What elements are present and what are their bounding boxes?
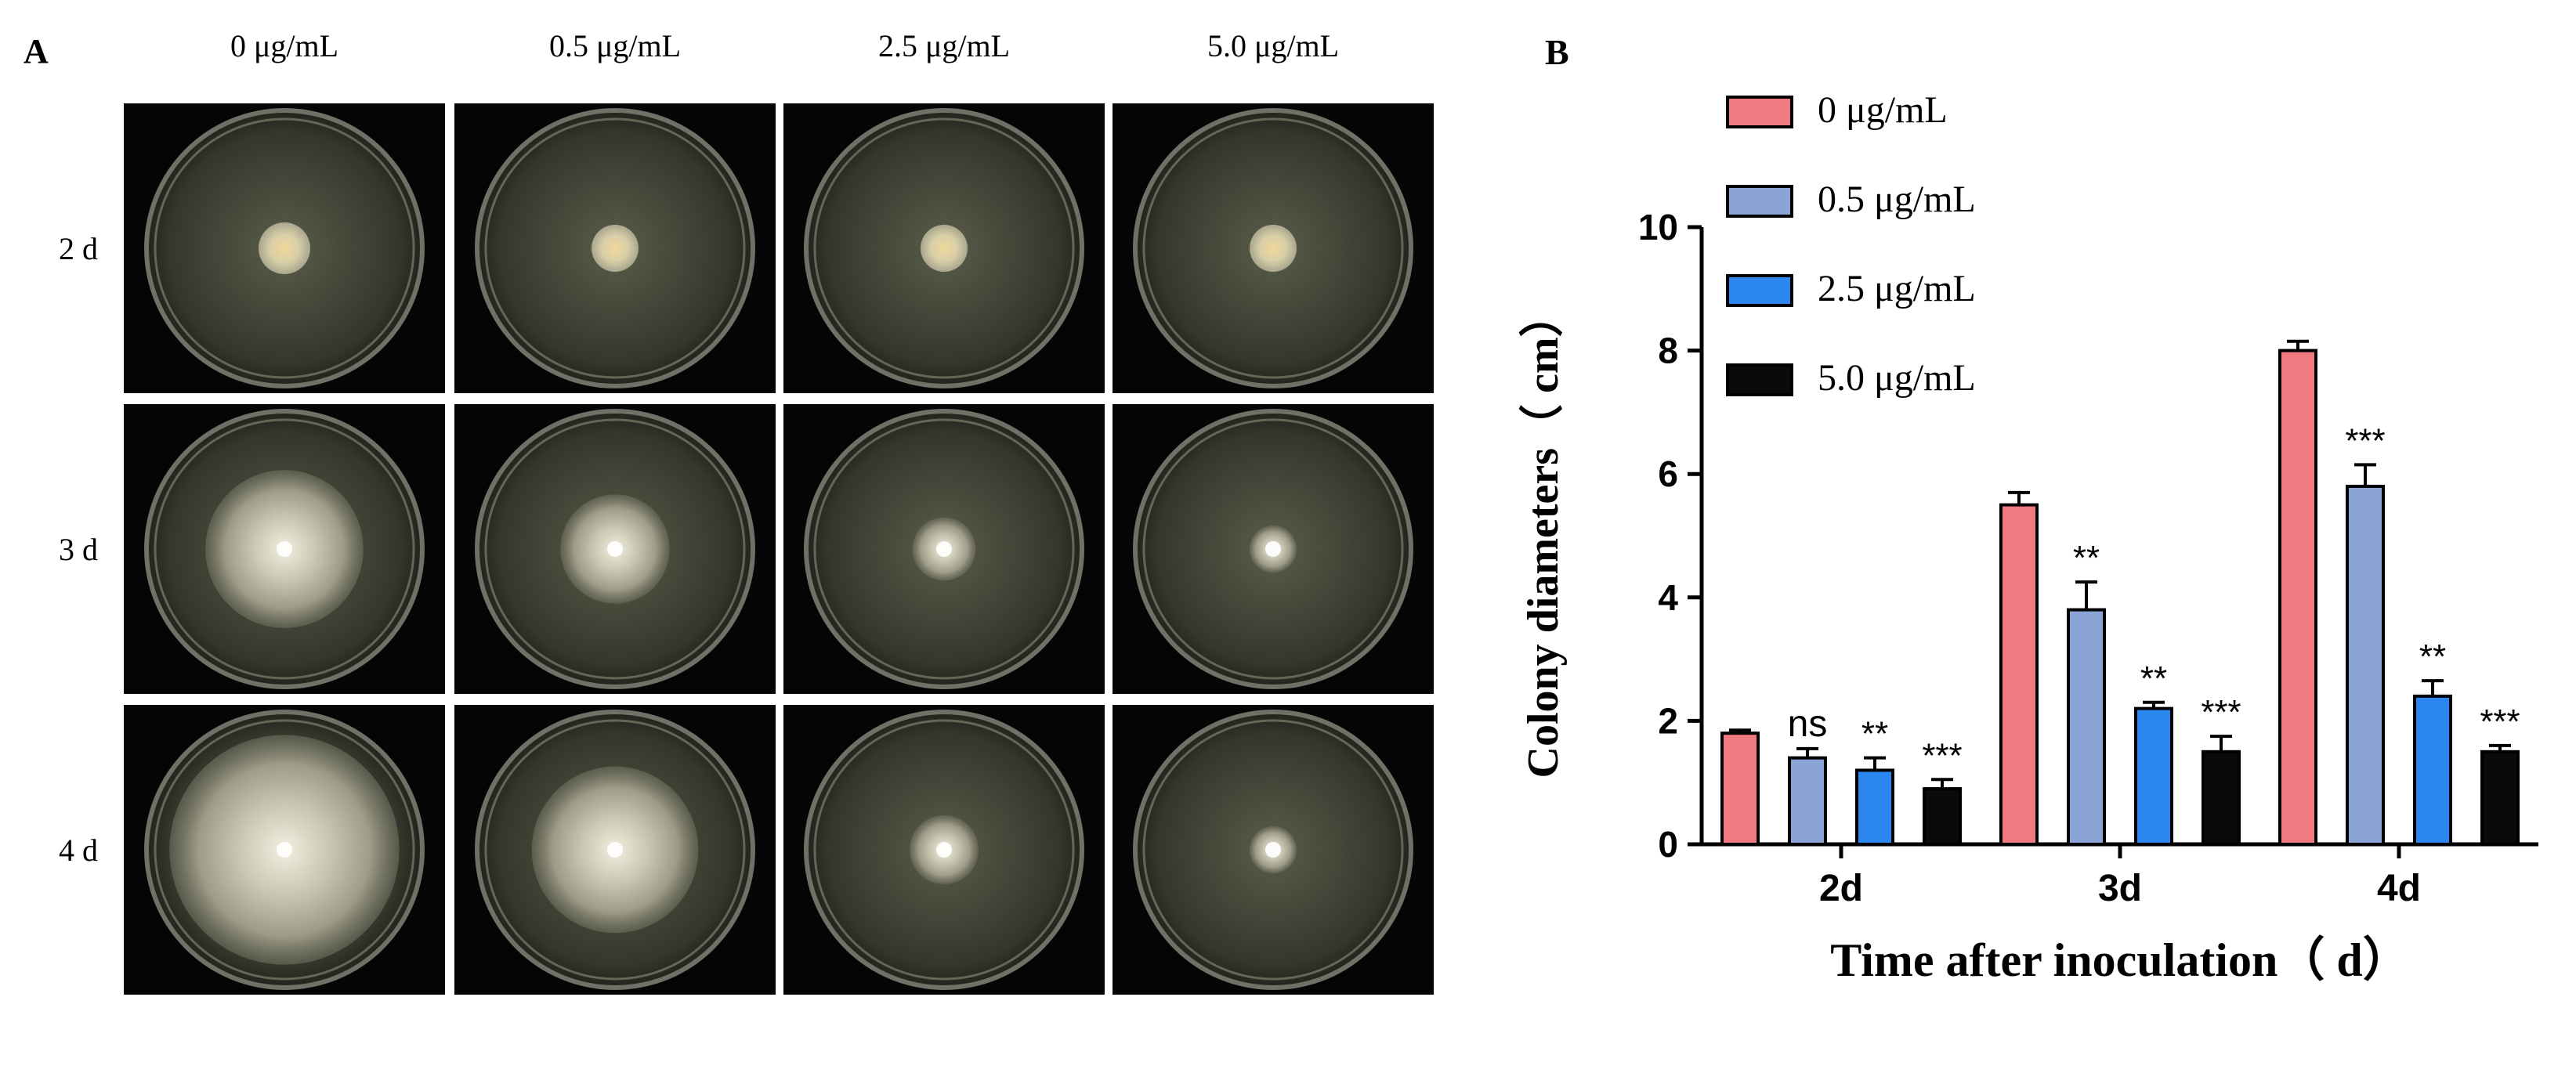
chart-bars: ns ******************** (1720, 339, 2520, 847)
bar (1999, 503, 2039, 846)
legend-swatch (1726, 185, 1793, 218)
petri-dish-image (1113, 103, 1434, 393)
petri-dish-image (454, 103, 776, 393)
y-tick-label: 4 (1658, 577, 1678, 618)
petri-dish-image (124, 705, 445, 995)
x-tick-label: 3d (2098, 868, 2142, 909)
panel-b-bar-chart: B 0 2 4 6 8 10 2d 3d 4d ns ** *** ** ** *** *** ** *** 0… (1473, 0, 2576, 1091)
significance-label: *** (2480, 703, 2520, 741)
petri-dish-image (454, 705, 776, 995)
plate-grid: A 0 μg/mL 0.5 μg/mL 2.5 μg/mL 5.0 μg/mL 2 d… (24, 28, 1434, 995)
legend-swatch (1726, 274, 1793, 307)
significance-label: *** (2345, 421, 2385, 460)
colony (1250, 225, 1297, 272)
bar (2134, 706, 2173, 847)
bar (1855, 768, 1894, 846)
day-label: 2 d (59, 231, 98, 266)
significance-label: *** (2201, 693, 2241, 732)
panel-b-label: B (1545, 32, 1569, 72)
y-axis-title: Colony diameters（ cm） (1518, 293, 1568, 778)
petri-dish-image (783, 404, 1105, 694)
petri-dish-image (124, 404, 445, 694)
bar (2202, 750, 2241, 846)
bar (1788, 756, 1827, 846)
concentration-headers: 0 μg/mL 0.5 μg/mL 2.5 μg/mL 5.0 μg/mL (230, 28, 1339, 63)
legend-label: 0 μg/mL (1818, 89, 1948, 131)
petri-dish-image (783, 705, 1105, 995)
day-label: 3 d (59, 532, 98, 567)
legend-swatch (1726, 363, 1793, 396)
legend-label: 5.0 μg/mL (1818, 357, 1976, 399)
significance-label: ** (2073, 539, 2100, 577)
legend-label: 2.5 μg/mL (1818, 268, 1976, 309)
petri-dish-image (783, 103, 1105, 393)
concentration-header: 0.5 μg/mL (549, 28, 681, 63)
legend-swatch (1726, 96, 1793, 128)
day-label: 4 d (59, 833, 98, 868)
legend-label: 0.5 μg/mL (1818, 179, 1976, 220)
petri-dish-image (1113, 404, 1434, 694)
colony (592, 225, 639, 272)
significance-label: ** (2419, 638, 2446, 676)
bar (2067, 608, 2106, 846)
chart-axes: 0 2 4 6 8 10 2d 3d 4d (1638, 207, 2538, 909)
y-tick-label: 2 (1658, 700, 1678, 741)
colony (259, 222, 310, 274)
petri-dish-image (454, 404, 776, 694)
significance-label: ns (1788, 703, 1828, 745)
petri-dish-image (1113, 705, 1434, 995)
x-axis-title: Time after inoculation（ d） (1830, 934, 2409, 986)
day-labels: 2 d 3 d 4 d (59, 231, 98, 868)
concentration-header: 2.5 μg/mL (878, 28, 1010, 63)
y-tick-label: 0 (1658, 824, 1678, 865)
significance-label: ** (1861, 715, 1888, 753)
concentration-header: 0 μg/mL (230, 28, 338, 63)
colony (921, 225, 968, 272)
panel-a-label: A (24, 32, 49, 70)
x-tick-label: 4d (2377, 868, 2421, 909)
bar (2346, 484, 2385, 847)
x-tick-label: 2d (1819, 868, 1863, 909)
bar (2480, 750, 2520, 846)
petri-dish-image (124, 103, 445, 393)
plates (124, 103, 1434, 995)
significance-label: *** (1922, 736, 1962, 775)
panel-a-plate-images: A 0 μg/mL 0.5 μg/mL 2.5 μg/mL 5.0 μg/mL 2 d… (24, 28, 1434, 995)
significance-label: ** (2140, 659, 2167, 698)
y-tick-label: 6 (1658, 453, 1678, 494)
concentration-header: 5.0 μg/mL (1207, 28, 1339, 63)
bar (2278, 349, 2317, 847)
bar (1720, 732, 1760, 846)
bar (2413, 694, 2452, 846)
y-tick-label: 10 (1638, 207, 1678, 247)
y-tick-label: 8 (1658, 331, 1678, 371)
bar (1923, 787, 1962, 847)
chart-legend: 0 μg/mL 0.5 μg/mL 2.5 μg/mL 5.0 μg/mL (1726, 89, 1976, 399)
